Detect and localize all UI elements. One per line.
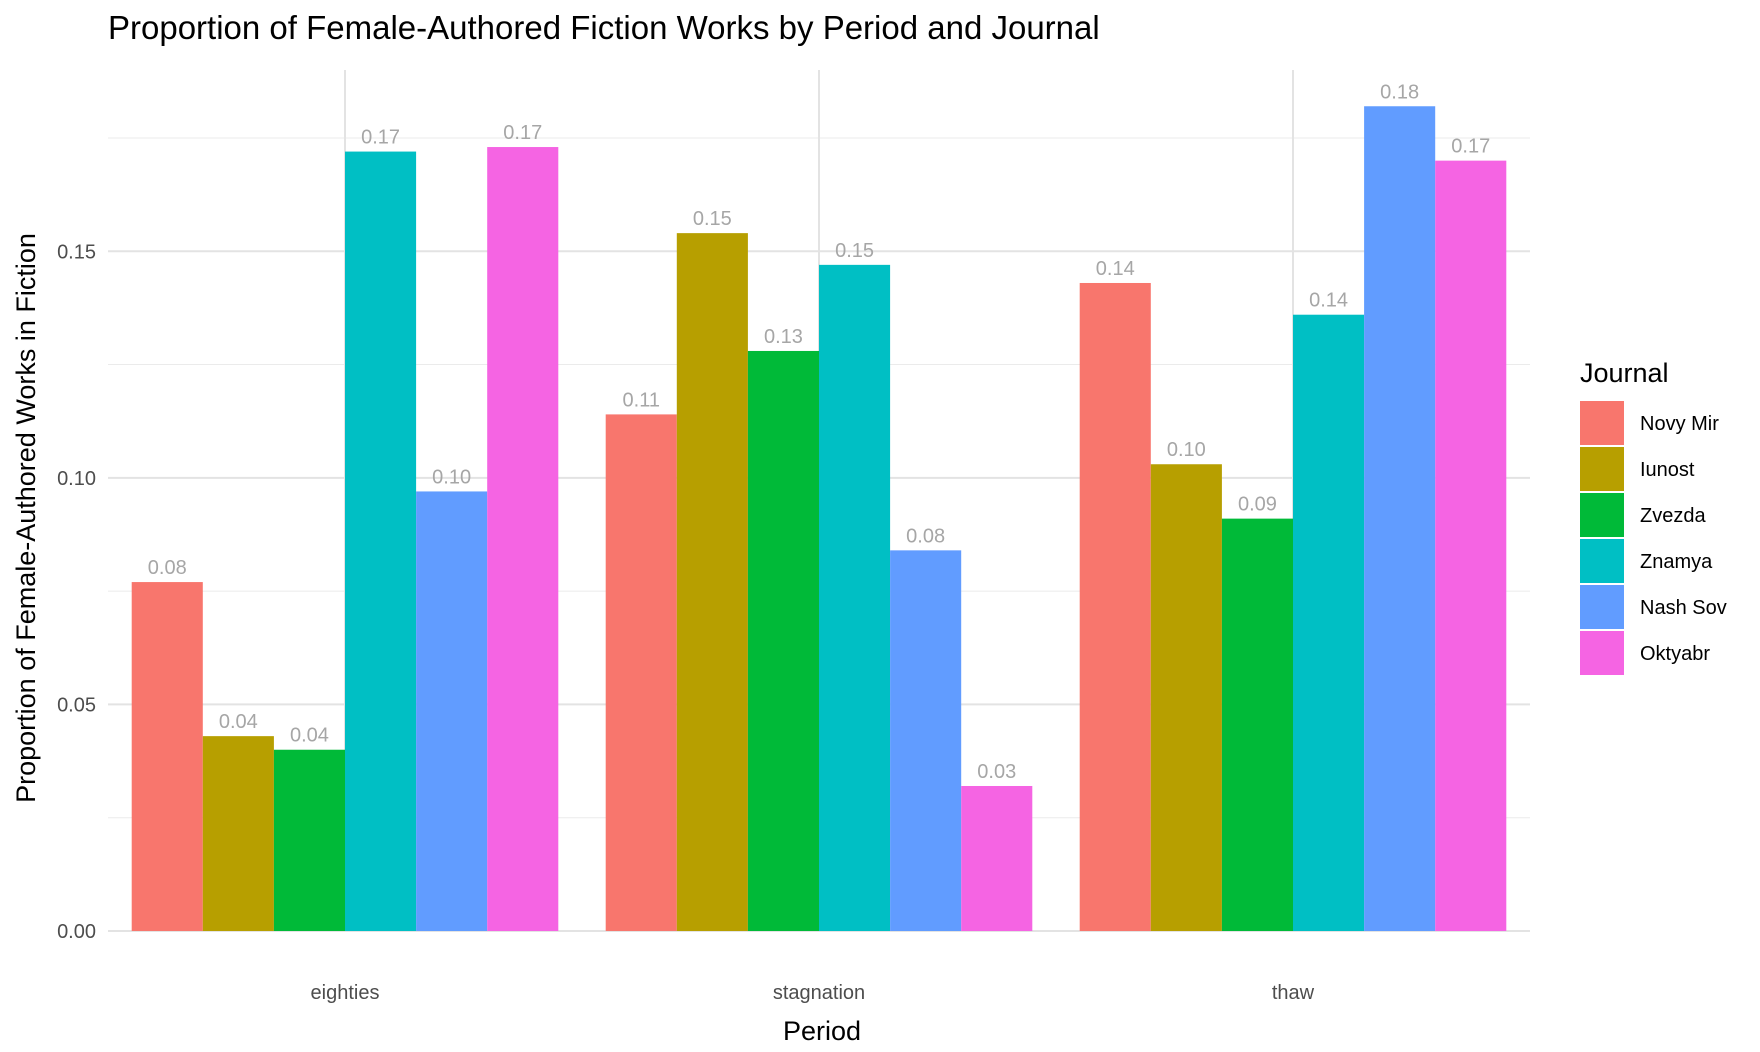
- legend-title: Journal: [1580, 358, 1669, 388]
- bar-value-label: 0.08: [906, 525, 945, 547]
- legend-key: [1580, 539, 1624, 583]
- bar-value-label: 0.14: [1096, 258, 1135, 280]
- legend-label: Iunost: [1640, 459, 1695, 481]
- legend-label: Nash Sov: [1640, 597, 1727, 619]
- bar-value-label: 0.10: [432, 466, 471, 488]
- x-tick-label: stagnation: [773, 982, 865, 1004]
- bar: [1150, 464, 1222, 931]
- legend-label: Zvezda: [1640, 505, 1706, 527]
- bar: [131, 582, 203, 931]
- bar: [605, 414, 677, 931]
- bar: [202, 736, 274, 931]
- y-tick-label: 0.00: [57, 921, 96, 943]
- legend-key: [1580, 631, 1624, 675]
- bar: [487, 147, 559, 931]
- bar: [1435, 160, 1507, 931]
- legend: Journal Novy Mir Iunost Zvezda Znamya Nash S…: [1580, 358, 1727, 675]
- bar: [1221, 518, 1293, 931]
- legend-key: [1580, 401, 1624, 445]
- y-tick-label: 0.05: [57, 694, 96, 716]
- legend-key: [1580, 493, 1624, 537]
- bar-value-label: 0.08: [148, 557, 187, 579]
- chart-title: Proportion of Female-Authored Fiction Wo…: [108, 9, 1100, 46]
- bar-value-label: 0.03: [977, 761, 1016, 783]
- bar: [1293, 314, 1365, 931]
- bar-value-label: 0.17: [503, 122, 542, 144]
- bar: [890, 550, 962, 931]
- bar-value-label: 0.18: [1380, 81, 1419, 103]
- value-labels: 0.08 0.04 0.04 0.17 0.10 0.17 0.11 0.15 0.13 0.15…: [148, 81, 1490, 783]
- bar-value-label: 0.11: [623, 389, 660, 411]
- bar-value-label: 0.04: [290, 725, 329, 747]
- y-axis-label: Proportion of Female-Authored Works in F…: [11, 233, 41, 803]
- bar-value-label: 0.09: [1238, 494, 1277, 516]
- bar-value-label: 0.15: [693, 208, 732, 230]
- bar: [819, 264, 891, 931]
- bar: [676, 233, 748, 931]
- bar: [273, 749, 345, 931]
- bar-value-label: 0.17: [1451, 136, 1490, 158]
- bar: [416, 491, 488, 931]
- bar: [1364, 106, 1436, 932]
- y-axis: 0.00 0.05 0.10 0.15: [57, 241, 96, 943]
- x-axis: eighties stagnation thaw: [311, 982, 1315, 1004]
- bar-value-label: 0.10: [1167, 439, 1206, 461]
- legend-key: [1580, 585, 1624, 629]
- bar: [747, 350, 819, 931]
- y-tick-label: 0.10: [57, 468, 96, 490]
- bar-value-label: 0.13: [764, 326, 803, 348]
- y-tick-label: 0.15: [57, 241, 96, 263]
- x-tick-label: thaw: [1272, 982, 1315, 1004]
- bar: [345, 151, 417, 931]
- bar-value-label: 0.04: [219, 711, 258, 733]
- legend-label: Znamya: [1640, 551, 1713, 573]
- bar-value-label: 0.15: [835, 240, 874, 262]
- bars: [131, 106, 1507, 932]
- legend-key: [1580, 447, 1624, 491]
- x-axis-label: Period: [783, 1016, 861, 1046]
- bar: [961, 785, 1033, 931]
- legend-label: Oktyabr: [1640, 643, 1710, 665]
- legend-label: Novy Mir: [1640, 413, 1719, 435]
- bar-value-label: 0.17: [361, 127, 400, 149]
- bar: [1079, 282, 1151, 931]
- bar-value-label: 0.14: [1309, 290, 1348, 312]
- x-tick-label: eighties: [311, 982, 380, 1004]
